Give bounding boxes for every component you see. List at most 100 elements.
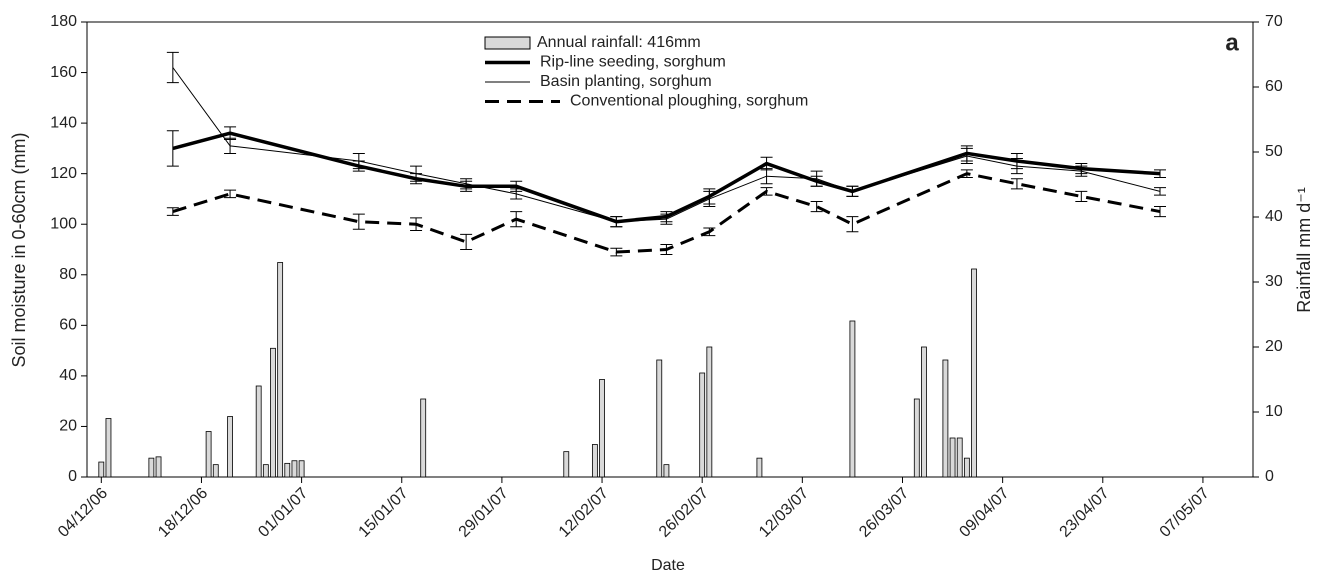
rain-bar [963,457,970,478]
x-tick-label: 23/04/07 [1057,485,1113,541]
y-tick-label: 160 [50,64,77,81]
rain-bar [913,398,920,478]
y2-tick-label: 20 [1265,338,1283,355]
x-tick-label: 04/12/06 [55,485,111,541]
error-bar [1075,190,1088,202]
x-tick-label: 01/01/07 [255,485,311,541]
error-bar [1010,158,1023,175]
error-bar [352,213,365,230]
rain-bar [205,431,212,478]
rain-bar [849,320,856,478]
rain-bar [956,437,963,478]
error-bar [410,165,423,182]
rain-bar [105,418,112,478]
y2-tick-label: 10 [1265,403,1283,420]
x-tick-label: 15/01/07 [355,485,411,541]
y2-tick-label: 40 [1265,208,1283,225]
error-bar [846,185,859,197]
error-bar [224,137,237,154]
x-tick-label: 09/04/07 [956,485,1012,541]
y2-tick-label: 50 [1265,143,1283,160]
rain-bar [298,460,305,478]
series-line [172,131,1161,224]
rain-bar [563,451,570,478]
rain-bar [663,464,670,478]
error-bar [810,170,823,187]
error-bar [960,169,973,178]
x-tick-label: 07/05/07 [1157,485,1213,541]
error-bar [1154,187,1167,196]
rain-bar [706,346,713,478]
rain-bar [591,444,598,478]
rain-bar [291,460,298,478]
y-tick-label: 100 [50,215,77,232]
y-axis-title: Soil moisture in 0-60cm (mm) [9,132,29,367]
error-bar [703,190,716,208]
rain-bar [656,359,663,478]
error-bar [460,233,473,250]
rain-bar [942,359,949,478]
legend-label: Basin planting, sorghum [540,73,712,90]
rain-bar [420,398,427,478]
x-axis-title: Date [651,557,685,574]
error-bar [660,213,673,225]
error-bar [703,227,716,237]
legend-label: Rip-line seeding, sorghum [540,54,726,71]
rain-bar [599,379,605,478]
rain-bar [270,347,276,478]
error-bar [352,152,365,170]
y-tick-label: 80 [59,266,77,283]
x-tick-label: 29/01/07 [456,485,512,541]
error-bar [610,216,623,228]
legend-label: Annual rainfall: 416mm [537,34,701,51]
plot-frame [86,21,1254,478]
y2-axis-title: Rainfall mm d⁻¹ [1294,187,1314,313]
y-tick-label: 40 [59,367,77,384]
y-tick-label: 180 [50,13,77,30]
error-bar [1154,206,1167,218]
error-bar [166,130,179,167]
error-bar [224,189,237,199]
y-tick-label: 60 [59,317,77,334]
error-bar [846,216,859,233]
error-bar [1154,169,1167,178]
rain-bar [212,464,219,478]
x-tick-label: 12/03/07 [756,485,812,541]
error-bar [510,211,523,228]
rain-bar [155,456,162,478]
y-tick-label: 120 [50,165,77,182]
rain-bar [756,457,763,478]
y-tick-label: 0 [68,468,77,485]
legend-swatch [484,36,531,50]
legend-label: Conventional ploughing, sorghum [570,93,808,110]
error-bar [610,247,623,257]
rain-bar [949,437,956,478]
error-bar [1010,178,1023,190]
rain-bar [98,461,105,478]
rain-bar [921,346,927,478]
panel-label: a [1225,29,1239,56]
error-bar [760,168,773,185]
rain-bar [699,372,706,478]
rain-bar [262,464,269,478]
error-bar [660,243,673,256]
error-bar [510,188,523,200]
error-bar [810,200,823,213]
y2-tick-label: 30 [1265,273,1283,290]
x-tick-label: 18/12/06 [155,485,211,541]
rain-bar [255,385,262,478]
y-tick-label: 140 [50,114,77,131]
error-bar [460,178,473,190]
error-bar [1075,165,1088,177]
rain-bar [277,262,284,478]
y2-tick-label: 0 [1265,468,1274,485]
error-bar [960,147,973,165]
error-bar [166,207,179,216]
series-line [172,67,1161,223]
rain-bar [284,462,291,478]
x-tick-label: 12/02/07 [556,485,612,541]
error-bar [410,217,423,232]
x-tick-label: 26/02/07 [656,485,712,541]
rain-bar [148,457,155,478]
